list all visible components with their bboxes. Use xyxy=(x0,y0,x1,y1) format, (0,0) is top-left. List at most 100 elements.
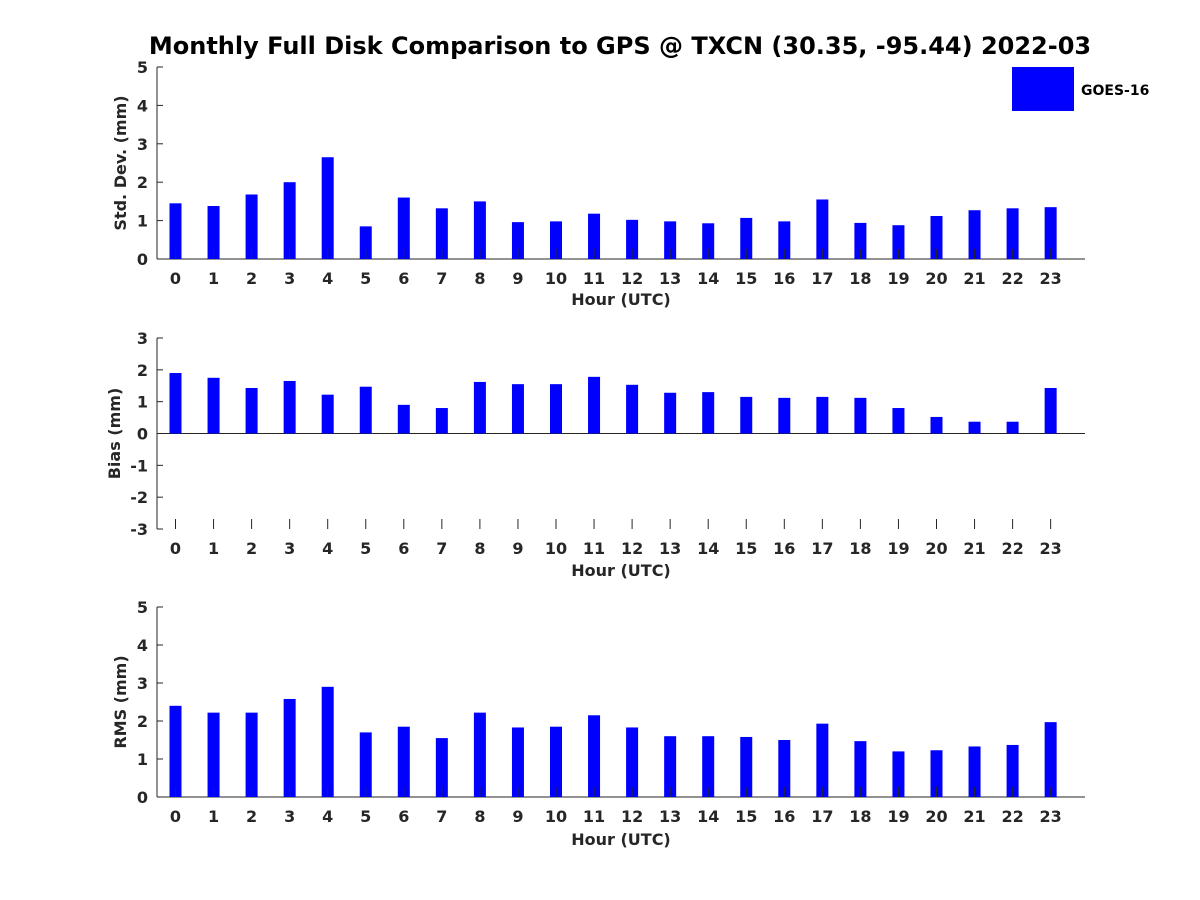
x-tick-label: 20 xyxy=(925,269,947,288)
bar-hour-21 xyxy=(968,746,981,797)
bar-hour-20 xyxy=(930,750,943,797)
x-tick-label: 15 xyxy=(735,269,757,288)
x-tick-label: 8 xyxy=(474,807,485,826)
x-tick-label: 12 xyxy=(621,539,643,558)
x-tick-label: 19 xyxy=(887,539,909,558)
bar-hour-11 xyxy=(588,213,601,259)
legend-label: GOES-16 xyxy=(1081,83,1149,99)
bar-hour-19 xyxy=(892,408,905,434)
x-tick-label: 7 xyxy=(436,539,447,558)
x-tick-label: 17 xyxy=(811,807,833,826)
x-tick-label: 23 xyxy=(1040,539,1062,558)
x-tick-label: 7 xyxy=(436,807,447,826)
bar-hour-8 xyxy=(473,381,486,434)
bar-hour-22 xyxy=(1006,744,1019,797)
bar-hour-4 xyxy=(321,157,334,259)
x-tick-label: 18 xyxy=(849,269,871,288)
y-tick-label: 1 xyxy=(137,393,148,412)
x-tick-label: 10 xyxy=(545,807,567,826)
bar-hour-10 xyxy=(550,726,562,797)
x-tick-label: 4 xyxy=(322,539,333,558)
bar-hour-0 xyxy=(169,373,182,434)
x-tick-label: 14 xyxy=(697,539,719,558)
legend: GOES-16 xyxy=(1012,67,1149,111)
bar-hour-5 xyxy=(359,226,372,259)
bar-hour-13 xyxy=(664,736,677,797)
bar-hour-18 xyxy=(854,741,867,797)
bar-hour-9 xyxy=(511,222,524,259)
x-tick-label: 11 xyxy=(583,269,605,288)
x-tick-label: 13 xyxy=(659,539,681,558)
y-axis-label: Bias (mm) xyxy=(105,388,124,480)
x-tick-label: 15 xyxy=(735,807,757,826)
x-tick-label: 0 xyxy=(170,269,181,288)
bar-hour-11 xyxy=(588,715,601,797)
bar-hour-4 xyxy=(321,394,334,434)
bar-hour-10 xyxy=(550,221,562,259)
x-tick-label: 13 xyxy=(659,269,681,288)
x-tick-label: 12 xyxy=(621,807,643,826)
bar-hour-15 xyxy=(740,396,753,434)
x-tick-label: 7 xyxy=(436,269,447,288)
bar-hour-19 xyxy=(892,225,905,259)
bar-hour-11 xyxy=(588,376,601,434)
x-tick-label: 4 xyxy=(322,807,333,826)
bar-hour-16 xyxy=(778,740,791,797)
bar-hour-17 xyxy=(816,199,829,259)
bar-hour-14 xyxy=(702,392,715,434)
bar-hour-3 xyxy=(283,698,296,797)
x-tick-label: 23 xyxy=(1040,807,1062,826)
y-tick-label: 4 xyxy=(137,96,148,115)
bar-hour-2 xyxy=(245,387,258,434)
bar-hour-15 xyxy=(740,736,753,797)
y-axis-label: Std. Dev. (mm) xyxy=(111,95,130,230)
x-tick-label: 13 xyxy=(659,807,681,826)
bar-hour-2 xyxy=(245,712,258,797)
y-tick-label: 0 xyxy=(137,425,148,444)
x-tick-label: 6 xyxy=(398,807,409,826)
bar-hour-1 xyxy=(207,712,220,797)
bar-hour-2 xyxy=(245,194,258,259)
bar-hour-16 xyxy=(778,397,791,434)
y-tick-label: 0 xyxy=(137,250,148,269)
y-tick-label: 1 xyxy=(137,212,148,231)
bar-hour-12 xyxy=(626,219,639,259)
bar-hour-8 xyxy=(473,201,486,259)
bar-hour-22 xyxy=(1006,421,1019,434)
bar-hour-6 xyxy=(397,197,410,259)
bar-hour-21 xyxy=(968,421,981,434)
bar-hour-23 xyxy=(1044,722,1057,797)
bar-hour-12 xyxy=(626,384,639,434)
y-tick-label: 1 xyxy=(137,750,148,769)
x-tick-label: 22 xyxy=(1001,807,1023,826)
y-tick-label: 0 xyxy=(137,788,148,807)
x-tick-label: 16 xyxy=(773,539,795,558)
x-tick-label: 1 xyxy=(208,269,219,288)
x-tick-label: 2 xyxy=(246,539,257,558)
x-tick-label: 17 xyxy=(811,539,833,558)
y-tick-label: 2 xyxy=(137,361,148,380)
y-tick-label: -3 xyxy=(130,520,148,539)
x-tick-label: 0 xyxy=(170,539,181,558)
legend-swatch xyxy=(1012,67,1074,111)
x-axis-label: Hour (UTC) xyxy=(571,290,671,309)
x-tick-label: 18 xyxy=(849,807,871,826)
bar-hour-3 xyxy=(283,182,296,259)
x-tick-label: 9 xyxy=(512,807,523,826)
x-tick-label: 23 xyxy=(1040,269,1062,288)
bar-hour-22 xyxy=(1006,208,1019,259)
bar-hour-16 xyxy=(778,221,791,259)
x-tick-label: 17 xyxy=(811,269,833,288)
x-tick-label: 3 xyxy=(284,807,295,826)
bar-hour-1 xyxy=(207,377,220,434)
bar-hour-12 xyxy=(626,727,639,797)
x-tick-label: 20 xyxy=(925,539,947,558)
x-tick-label: 19 xyxy=(887,269,909,288)
chart-title: Monthly Full Disk Comparison to GPS @ TX… xyxy=(149,32,1091,60)
x-tick-label: 21 xyxy=(963,269,985,288)
bar-hour-23 xyxy=(1044,387,1057,434)
bar-hour-15 xyxy=(740,217,753,259)
bar-hour-7 xyxy=(435,208,448,259)
x-tick-label: 3 xyxy=(284,269,295,288)
bar-hour-3 xyxy=(283,380,296,434)
